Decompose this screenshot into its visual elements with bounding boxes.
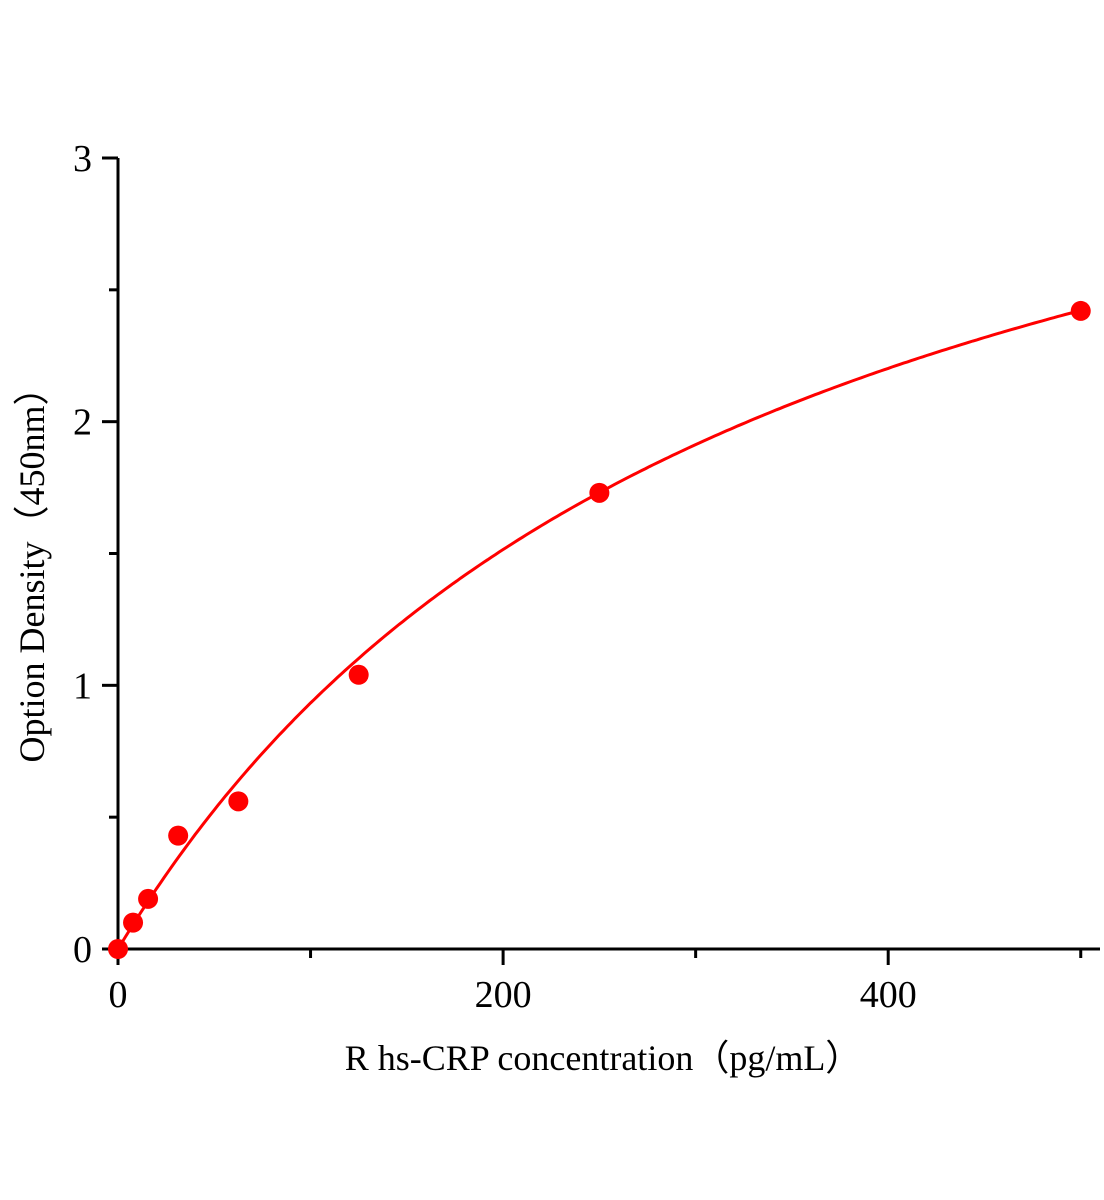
y-tick-label: 3 bbox=[73, 138, 92, 180]
y-tick-label: 0 bbox=[73, 929, 92, 971]
data-point bbox=[123, 912, 144, 933]
data-points bbox=[108, 300, 1091, 959]
y-tick-label: 2 bbox=[73, 402, 92, 444]
data-point bbox=[138, 888, 159, 909]
fit-curve bbox=[116, 308, 1082, 950]
axes bbox=[102, 156, 1100, 965]
tick-labels: 0 200 400 0 1 2 3 bbox=[73, 138, 917, 1016]
y-axis-label: Option Density（450nm） bbox=[12, 370, 52, 763]
data-point bbox=[168, 825, 189, 846]
x-tick-label: 200 bbox=[475, 974, 532, 1016]
data-point bbox=[228, 791, 249, 812]
data-point bbox=[348, 664, 369, 685]
data-point bbox=[1070, 300, 1091, 321]
data-point bbox=[589, 482, 610, 503]
x-axis-label: R hs-CRP concentration（pg/mL） bbox=[345, 1038, 862, 1078]
x-tick-label: 400 bbox=[860, 974, 917, 1016]
y-tick-label: 1 bbox=[73, 665, 92, 707]
x-tick-label: 0 bbox=[109, 974, 128, 1016]
data-point bbox=[108, 939, 128, 959]
